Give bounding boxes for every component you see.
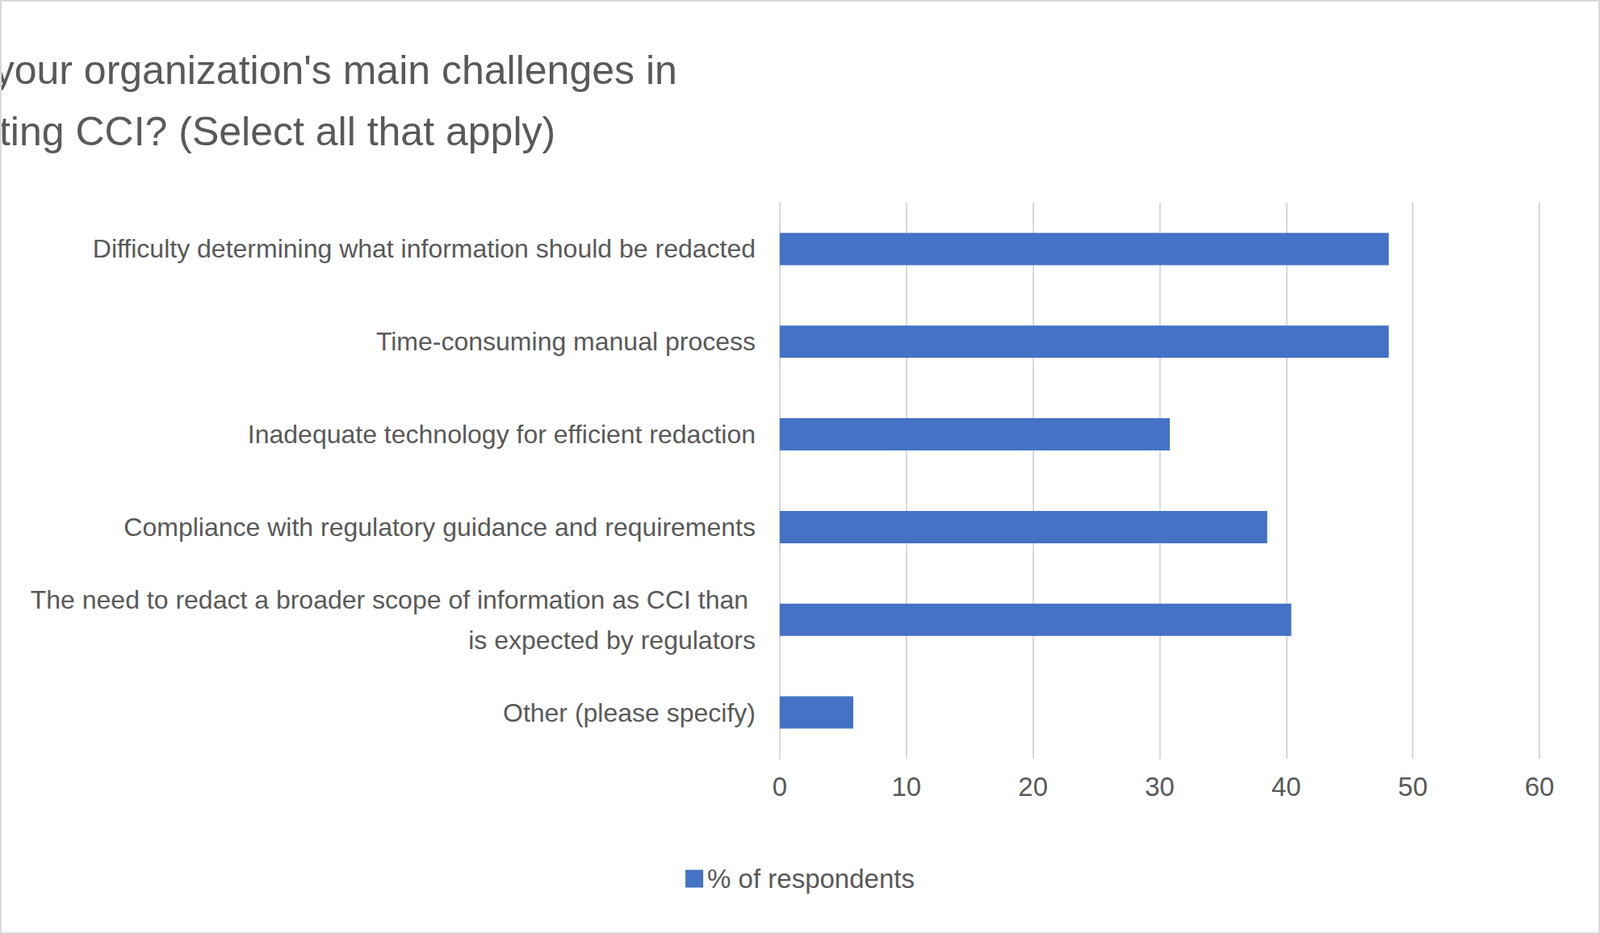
svg-text:40: 40 bbox=[1271, 771, 1302, 802]
svg-text:Inadequate technology for effi: Inadequate technology for efficient reda… bbox=[247, 419, 756, 449]
svg-text:30: 30 bbox=[1144, 771, 1175, 802]
svg-text:The need to redact a broader s: The need to redact a broader scope of in… bbox=[30, 585, 756, 615]
svg-text:Time-consuming manual process: Time-consuming manual process bbox=[376, 326, 756, 357]
svg-text:is expected by regulators: is expected by regulators bbox=[468, 625, 756, 655]
svg-text:0: 0 bbox=[772, 771, 788, 802]
svg-text:Compliance with regulatory gui: Compliance with regulatory guidance and … bbox=[123, 512, 756, 542]
svg-text:% of respondents: % of respondents bbox=[707, 863, 915, 894]
svg-text:60: 60 bbox=[1524, 771, 1555, 802]
svg-text:redacting CCI? (Select all tha: redacting CCI? (Select all that apply) bbox=[1, 108, 556, 155]
svg-text:Q: What are your organization': Q: What are your organization's main cha… bbox=[1, 47, 689, 93]
svg-text:20: 20 bbox=[1017, 771, 1048, 802]
svg-text:10: 10 bbox=[891, 771, 922, 802]
svg-text:Other (please specify): Other (please specify) bbox=[502, 698, 756, 728]
svg-text:Difficulty determining what in: Difficulty determining what information … bbox=[92, 234, 756, 264]
svg-text:50: 50 bbox=[1398, 771, 1429, 802]
